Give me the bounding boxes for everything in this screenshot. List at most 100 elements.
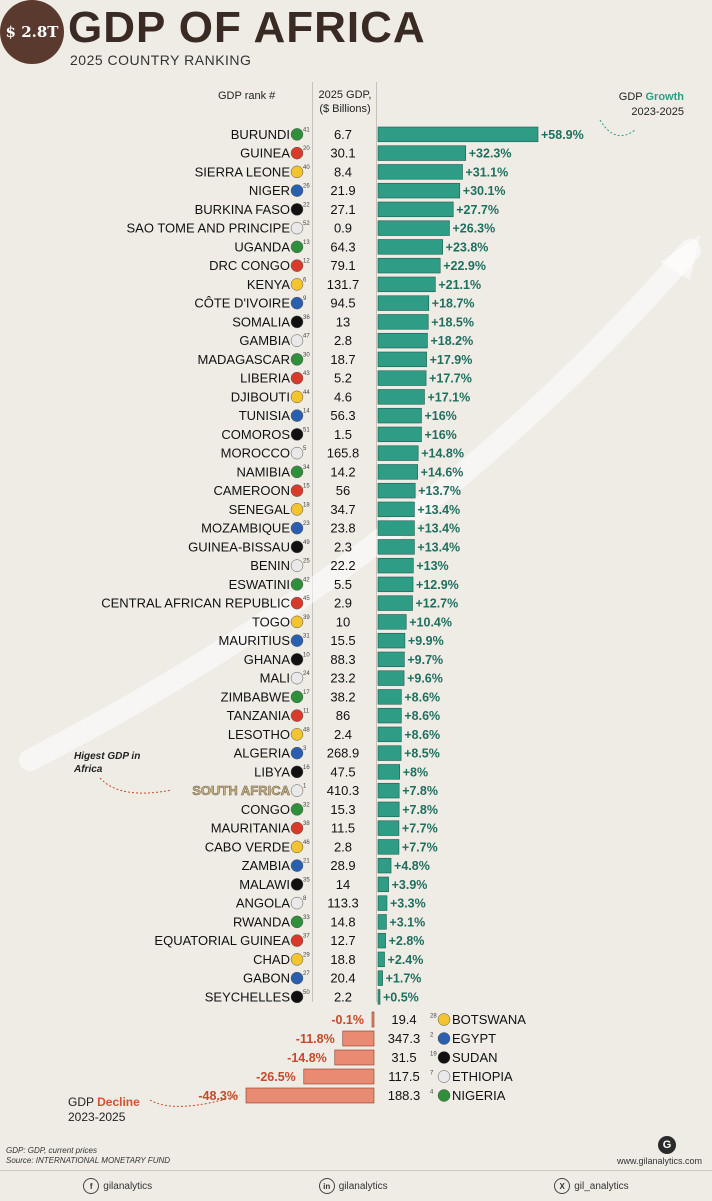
- linkedin-link[interactable]: in gilanalytics: [318, 1178, 388, 1194]
- gdp-value: 113.3: [327, 896, 359, 911]
- growth-value-label: +13.4%: [417, 522, 460, 536]
- growth-bar: [377, 782, 400, 799]
- decline-value-label: -26.5%: [256, 1070, 296, 1084]
- country-label: MOROCCO: [221, 446, 290, 461]
- gdp-value: 8.4: [334, 164, 352, 179]
- growth-value-label: +4.8%: [394, 859, 430, 873]
- growth-bar: [377, 764, 401, 780]
- growth-value-label: +9.6%: [407, 672, 443, 686]
- rank-label: 17: [303, 690, 310, 696]
- highest-gdp-annotation: Higest GDP in Africa: [74, 750, 140, 776]
- flag-icon: [290, 184, 304, 197]
- growth-value-label: +26.3%: [452, 222, 495, 236]
- highest-gdp-annotation-line1: Higest GDP in: [74, 751, 141, 762]
- growth-bar: [377, 295, 430, 311]
- rank-label: 44: [303, 390, 310, 396]
- total-gdp-badge: $ 2.8T: [0, 0, 64, 64]
- x-handle: gil_analytics: [574, 1180, 629, 1192]
- website-link[interactable]: www.gilanalytics.com: [616, 1156, 702, 1166]
- country-label: BOTSWANA: [452, 1012, 526, 1027]
- growth-bar: [377, 876, 389, 893]
- x-link[interactable]: X gil_analytics: [554, 1178, 629, 1194]
- gdp-value: 14.8: [330, 914, 355, 929]
- flag-icon: [437, 1013, 451, 1026]
- growth-header-word: Growth: [645, 91, 685, 103]
- flag-icon: [290, 596, 304, 610]
- growth-bar: [377, 932, 386, 949]
- facebook-link[interactable]: f gilanalytics: [83, 1178, 152, 1194]
- flag-icon: [290, 615, 304, 629]
- rank-label: 36: [303, 315, 310, 321]
- flag-icon: [290, 728, 304, 741]
- growth-bar: [377, 595, 413, 611]
- gdp-value: 12.7: [330, 933, 355, 948]
- rank-label: 25: [303, 559, 310, 565]
- growth-value-label: +31.1%: [465, 165, 508, 179]
- growth-bar: [377, 239, 443, 255]
- country-label: ESWATINI: [229, 577, 290, 592]
- country-label: KENYA: [247, 277, 290, 292]
- growth-value-label: +13%: [416, 559, 448, 573]
- gdp-column-header-line2: ($ Billions): [319, 103, 371, 115]
- country-label: SAO TOME AND PRINCIPE: [126, 221, 290, 236]
- social-footer: f gilanalytics in gilanalytics X gil_ana…: [0, 1170, 712, 1201]
- flag-icon: [290, 821, 304, 835]
- gdp-value: 22.2: [330, 558, 355, 573]
- gdp-column-header-line1: 2025 GDP,: [318, 89, 372, 101]
- decline-label-prefix: GDP: [68, 1095, 98, 1109]
- country-label: DJIBOUTI: [231, 389, 290, 404]
- decline-label-years: 2023-2025: [68, 1110, 126, 1124]
- rank-label: 27: [303, 971, 310, 977]
- growth-bar: [377, 670, 405, 686]
- gdp-value: 18.8: [330, 952, 355, 967]
- country-label: CÔTE D'IVOIRE: [194, 296, 290, 311]
- growth-value-label: +21.1%: [438, 278, 481, 292]
- growth-value-label: +32.3%: [469, 147, 512, 161]
- decline-value-label: -0.1%: [331, 1013, 364, 1027]
- rank-label: 14: [303, 409, 310, 415]
- gdp-value: 88.3: [330, 652, 355, 667]
- country-label: ZIMBABWE: [221, 689, 291, 704]
- country-label: TANZANIA: [227, 708, 291, 723]
- growth-value-label: +8.6%: [404, 690, 440, 704]
- rank-label: 51: [303, 427, 310, 433]
- rank-label: 18: [303, 502, 310, 508]
- gdp-value: 4.6: [334, 389, 352, 404]
- flag-icon: [290, 934, 304, 947]
- gdp-value: 23.2: [330, 671, 355, 686]
- gdp-value: 2.3: [334, 539, 352, 554]
- country-label: ZAMBIA: [242, 858, 291, 873]
- growth-bar: [377, 632, 406, 649]
- gdp-value: 64.3: [330, 239, 355, 254]
- growth-value-label: +7.8%: [402, 803, 438, 817]
- growth-value-label: +9.9%: [408, 634, 444, 648]
- gdp-value: 10: [336, 614, 350, 629]
- rank-label: 15: [303, 484, 310, 490]
- country-label: GUINEA: [240, 146, 290, 161]
- growth-bar: [377, 576, 414, 593]
- gdp-value: 165.8: [327, 446, 360, 461]
- gdp-value: 19.4: [391, 1012, 416, 1027]
- flag-icon: [290, 896, 304, 910]
- flag-icon: [437, 1051, 451, 1064]
- flag-icon: [290, 990, 304, 1004]
- growth-column-header: GDP Growth 2023-2025: [574, 90, 684, 120]
- rank-label: 29: [303, 952, 310, 958]
- growth-bar: [377, 201, 454, 218]
- rank-label: 13: [303, 240, 310, 246]
- flag-icon: [290, 390, 304, 404]
- rank-label: 3: [303, 746, 307, 752]
- decline-bar: [371, 1011, 375, 1028]
- source-note: GDP: GDP, current prices Source: INTERNA…: [6, 1146, 170, 1166]
- country-label: DRC CONGO: [209, 258, 290, 273]
- growth-header-arrow: [599, 119, 636, 137]
- flag-icon: [290, 765, 304, 779]
- growth-value-label: +12.7%: [415, 597, 458, 611]
- growth-bar: [377, 332, 428, 349]
- growth-bar: [377, 126, 539, 143]
- flag-icon: [290, 634, 304, 647]
- flag-icon: [290, 371, 304, 385]
- gdp-value: 5.5: [334, 577, 352, 592]
- growth-bar: [377, 951, 385, 968]
- country-label: NIGERIA: [452, 1088, 506, 1103]
